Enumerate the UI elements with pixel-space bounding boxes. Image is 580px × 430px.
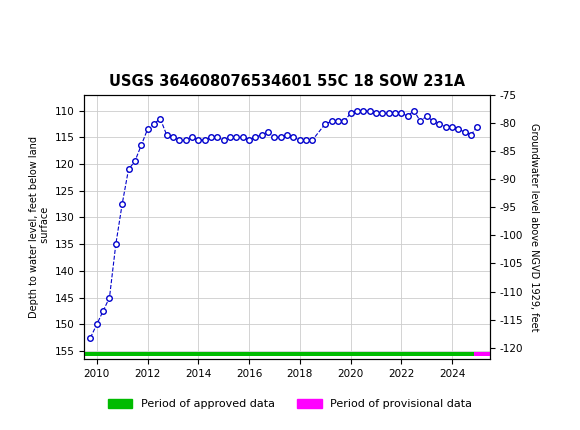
Title: USGS 364608076534601 55C 18 SOW 231A: USGS 364608076534601 55C 18 SOW 231A <box>109 74 465 89</box>
Legend: Period of approved data, Period of provisional data: Period of approved data, Period of provi… <box>107 399 473 409</box>
Y-axis label: Depth to water level, feet below land
 surface: Depth to water level, feet below land su… <box>29 136 50 318</box>
Text: ≈USGS: ≈USGS <box>9 10 74 28</box>
Bar <box>474 352 490 356</box>
Y-axis label: Groundwater level above NGVD 1929, feet: Groundwater level above NGVD 1929, feet <box>529 123 539 331</box>
Bar <box>84 352 474 356</box>
